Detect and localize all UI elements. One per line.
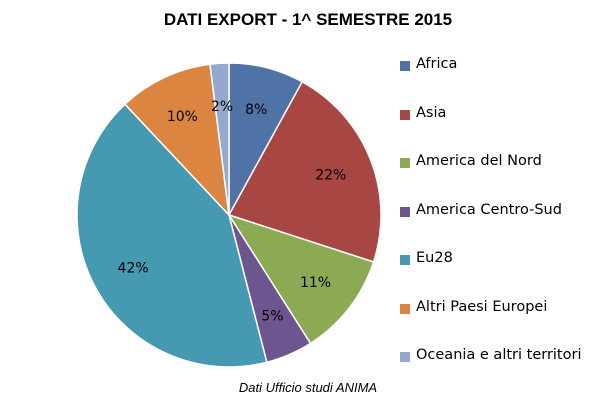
legend-swatch <box>400 352 410 362</box>
pie-data-label: 2% <box>211 99 233 115</box>
legend-label: Africa <box>416 56 458 72</box>
pie-data-label: 8% <box>245 102 267 118</box>
legend-item-oceania: Oceania e altri territori <box>400 347 612 367</box>
legend-swatch <box>400 109 410 120</box>
pie-data-label: 42% <box>118 261 149 277</box>
legend-swatch <box>400 255 410 265</box>
legend-label: Asia <box>416 104 447 121</box>
legend-label: America Centro-Sud <box>416 201 562 218</box>
legend: Africa Asia America del Nord America Cen… <box>400 56 612 396</box>
legend-item-asia: Asia <box>400 105 612 125</box>
pie-data-label: 11% <box>300 275 331 291</box>
legend-item-altri-paesi-europei: Altri Paesi Europei <box>400 299 612 319</box>
legend-swatch <box>400 303 410 314</box>
pie-slice-asia <box>227 80 382 263</box>
chart-source-note: Dati Ufficio studi ANIMA <box>238 380 378 395</box>
legend-swatch <box>400 158 410 168</box>
pie-data-label: 10% <box>167 109 198 125</box>
pie-slice-altri-paesi-europei <box>123 63 231 218</box>
legend-swatch <box>400 61 410 71</box>
legend-item-africa: Africa <box>400 56 612 76</box>
pie-data-label: 22% <box>315 168 346 184</box>
legend-swatch <box>400 206 410 217</box>
chart-title: DATI EXPORT - 1^ SEMESTRE 2015 <box>163 10 453 29</box>
legend-label: Oceania e altri territori <box>416 347 582 363</box>
legend-item-america-del-nord: America del Nord <box>400 153 612 173</box>
pie-slice-oceania-e-altri-territori <box>209 62 230 216</box>
legend-label: Altri Paesi Europei <box>416 298 548 315</box>
pie-slice-eu28 <box>76 103 268 368</box>
legend-item-america-centro-sud: America Centro-Sud <box>400 202 612 222</box>
legend-item-eu28: Eu28 <box>400 250 612 270</box>
pie-data-label: 5% <box>261 308 283 324</box>
legend-label: Eu28 <box>416 250 453 266</box>
pie-slice-america-del-nord <box>227 213 375 345</box>
legend-label: America del Nord <box>416 153 542 169</box>
